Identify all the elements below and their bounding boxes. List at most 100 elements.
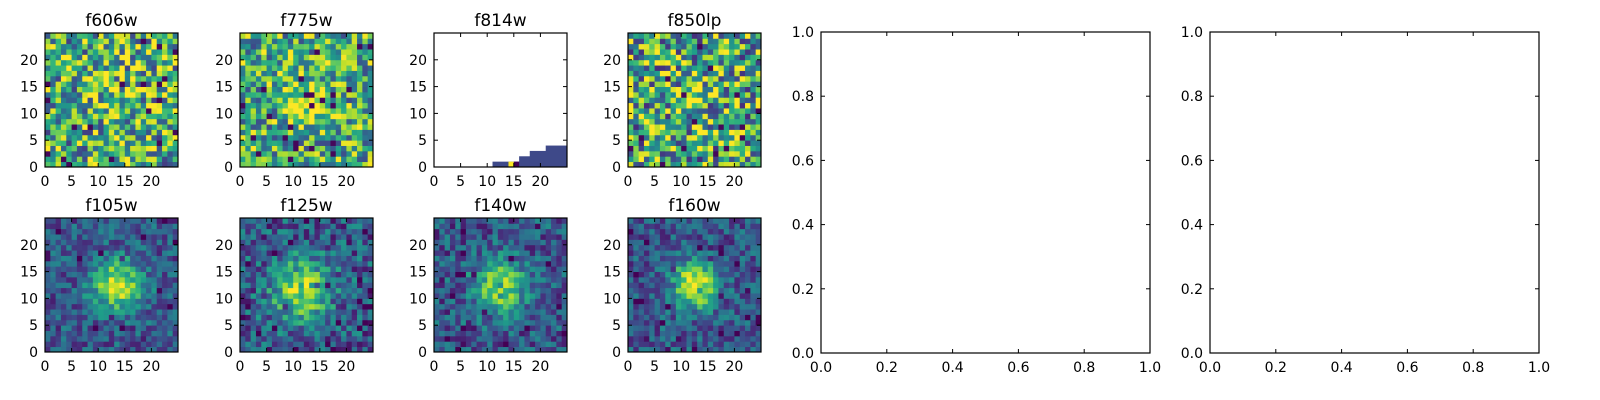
heatmap-cell [659,91,666,98]
heatmap-cell [702,335,709,342]
heatmap-cell [293,330,299,337]
heatmap-cell [729,102,735,109]
heatmap-cell [691,314,698,321]
heatmap-cell [108,330,115,337]
heatmap-cell [156,150,163,157]
heatmap-cell [156,335,163,342]
heatmap-cell [60,140,67,146]
heatmap-cell [146,65,152,71]
heatmap-cell [675,86,682,93]
heatmap-cell [255,70,262,77]
heatmap-cell [723,293,730,299]
heatmap-cell [513,161,520,167]
heatmap-cell [277,271,283,278]
heatmap-cell [755,140,762,146]
heatmap-cell [309,81,315,87]
heatmap-cell [114,319,120,326]
heatmap-cell [675,303,682,310]
heatmap-cell [556,282,563,289]
heatmap-cell [325,330,331,337]
heatmap-cell [124,118,131,125]
heatmap-cell [524,234,531,240]
heatmap-cell [151,346,158,353]
heatmap-cell [755,75,762,82]
heatmap-cell [140,303,147,310]
heatmap-cell [487,293,493,299]
heatmap-cell [633,335,640,342]
heatmap-cell [341,113,347,120]
y-tick-label: 0.6 [792,153,814,169]
heatmap-cell [460,218,467,224]
y-tick-label: 5 [224,133,233,149]
heatmap-cell [250,271,257,278]
heatmap-cell [156,97,163,104]
heatmap-cell [92,97,99,104]
heatmap-cell [76,266,83,272]
heatmap-cell [540,255,547,262]
heatmap-cell [723,59,730,66]
heatmap-cell [665,134,671,141]
heatmap-cell [293,75,299,82]
heatmap-cell [55,129,62,136]
heatmap-cell [739,255,746,262]
heatmap-cell [545,319,552,326]
x-tick-label: 10 [89,174,107,190]
heatmap-cell [76,244,83,251]
heatmap-cell [513,335,520,342]
heatmap-cell [108,260,115,267]
heatmap-cell [750,102,757,109]
heatmap-cell [82,266,88,272]
x-tick-label: 0.8 [1462,360,1484,376]
heatmap-cell [119,239,126,246]
heatmap-cell [497,325,504,331]
heatmap-cell [330,271,337,278]
heatmap-cell [638,319,645,326]
heatmap-cell [282,298,289,305]
heatmap-cell [146,33,152,39]
heatmap-cell [649,49,655,55]
heatmap-cell [303,228,310,235]
heatmap-cell [729,118,735,125]
heatmap-cell [135,266,142,272]
heatmap-cell [691,97,698,104]
heatmap-cell [755,260,762,267]
heatmap-cell [670,113,677,120]
heatmap-cell [439,346,446,353]
heatmap-cell [250,108,257,114]
heatmap-cell [130,33,136,39]
heatmap-cell [346,314,353,321]
heatmap-cell [250,156,257,163]
heatmap-cell [282,244,289,251]
heatmap-cell [341,43,347,50]
heatmap-cell [60,276,67,283]
heatmap-cell [71,38,78,45]
heatmap-cell [686,86,693,93]
heatmap-cell [444,341,451,348]
heatmap-cell [492,271,499,278]
heatmap-cell [346,303,353,310]
heatmap-cell [439,341,446,348]
heatmap-cell [434,282,440,289]
heatmap-cell [282,330,289,337]
heatmap-cell [319,228,326,235]
heatmap-cell [172,59,179,66]
heatmap-cell [92,129,99,136]
heatmap-cell [282,260,289,267]
heatmap-cell [119,330,126,337]
heatmap-cell [357,228,363,235]
heatmap-cell [55,33,62,39]
heatmap-cell [739,43,746,50]
heatmap-cell [434,319,440,326]
heatmap-cell [135,129,142,136]
heatmap-cell [172,218,179,224]
heatmap-cell [167,218,174,224]
heatmap-cell [119,260,126,267]
heatmap-cell [266,49,273,55]
heatmap-cell [172,271,179,278]
heatmap-cell [686,266,693,272]
heatmap-cell [362,49,369,55]
heatmap-cell [524,293,531,299]
heatmap-cell [277,250,283,256]
heatmap-cell [628,113,634,120]
heatmap-cell [638,266,645,272]
